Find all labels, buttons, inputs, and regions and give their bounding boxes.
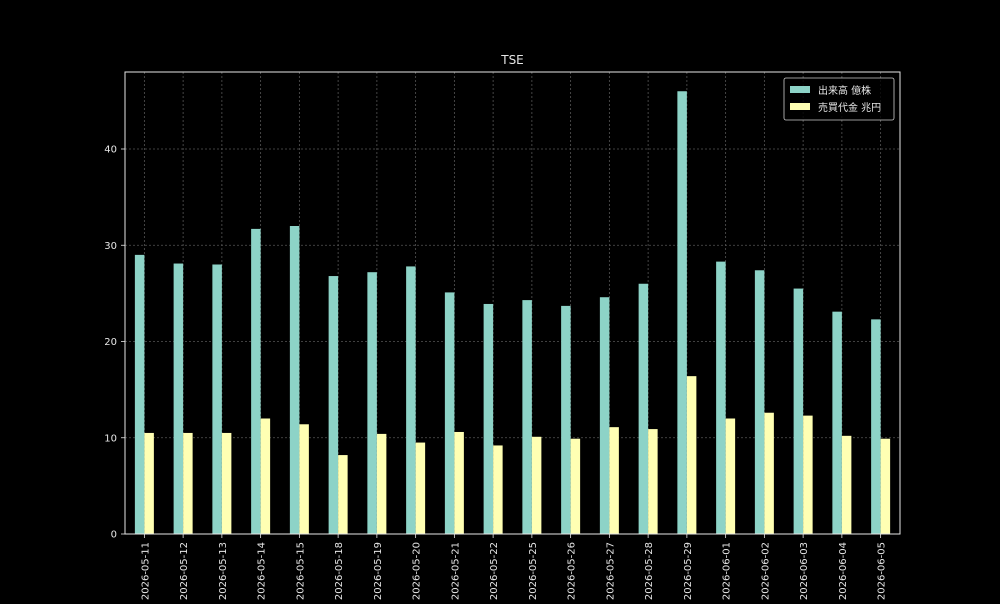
bar-series-1 (173, 263, 184, 534)
bar-series-2 (648, 429, 658, 534)
x-tick-label: 2026-05-11 (140, 542, 151, 600)
bar-series-1 (251, 228, 261, 534)
y-tick-label: 30 (104, 241, 117, 252)
x-tick-label: 2026-05-22 (489, 542, 500, 600)
bar-series-1 (716, 261, 726, 534)
bar-series-1 (754, 270, 765, 534)
bar-series-1 (483, 303, 494, 534)
x-tick-label: 2026-06-03 (799, 542, 810, 600)
bar-series-1 (367, 272, 377, 534)
x-tick-label: 2026-06-04 (838, 542, 849, 600)
bar-series-2 (338, 455, 348, 534)
bar-series-2 (725, 418, 736, 534)
y-tick-label: 10 (104, 433, 117, 444)
x-tick-label: 2026-05-18 (334, 542, 345, 600)
x-tick-label: 2026-05-25 (528, 542, 539, 600)
x-tick-label: 2026-05-29 (683, 542, 694, 600)
bar-series-1 (406, 266, 416, 534)
bar-series-2 (764, 412, 774, 534)
x-tick-label: 2026-06-02 (760, 542, 771, 600)
x-tick-label: 2026-05-21 (450, 542, 461, 600)
bar-series-1 (599, 297, 610, 534)
bar-series-2 (841, 435, 852, 534)
bar-series-1 (444, 292, 455, 534)
bar-series-2 (183, 432, 193, 534)
bar-series-2 (609, 427, 619, 534)
legend-swatch (790, 103, 810, 110)
bar-series-1 (871, 319, 881, 534)
x-tick-label: 2026-05-27 (605, 542, 616, 600)
bar-series-1 (328, 276, 339, 534)
bar-series-2 (454, 431, 464, 534)
axes: 0 10 20 30 40 2026-05-11 2026-05-12 2026-05-13 2… (104, 71, 901, 600)
legend-label: 売買代金 兆円 (818, 101, 881, 114)
bars (134, 91, 891, 534)
bar-series-2 (493, 445, 503, 534)
legend-label: 出来高 億株 (818, 84, 871, 97)
x-tick-label: 2026-06-05 (877, 542, 888, 600)
bar-series-2 (880, 438, 891, 534)
bar-series-2 (803, 415, 813, 534)
y-tick-label: 20 (104, 337, 117, 348)
x-tick-label: 2026-05-15 (295, 542, 306, 600)
legend-box (783, 77, 895, 121)
y-tick-label: 0 (111, 530, 117, 541)
bar-series-2 (299, 424, 309, 534)
x-tick-label: 2026-05-14 (257, 542, 268, 600)
x-tick-label: 2026-05-26 (567, 542, 578, 600)
x-tick-label: 2026-05-28 (644, 542, 655, 600)
y-tick-label: 40 (104, 145, 117, 156)
legend-swatch (790, 86, 810, 93)
bar-series-1 (793, 288, 804, 534)
bar-series-1 (677, 91, 687, 534)
bar-series-2 (144, 432, 154, 534)
bar-series-2 (531, 436, 542, 534)
bar-series-2 (260, 418, 271, 534)
bar-series-1 (289, 226, 300, 534)
chart-title: TSE (500, 53, 524, 67)
bar-series-1 (522, 300, 532, 534)
x-tick-label: 2026-05-19 (373, 542, 384, 600)
bar-series-2 (376, 433, 387, 534)
x-tick-label: 2026-06-01 (722, 542, 733, 600)
x-tick-label: 2026-05-13 (218, 542, 229, 600)
bar-series-2 (415, 442, 426, 534)
bar-series-2 (221, 432, 232, 534)
bar-series-1 (638, 283, 649, 534)
bar-series-1 (561, 305, 571, 534)
bar-series-1 (832, 311, 842, 534)
plot-frame (124, 71, 901, 535)
x-tick-label: 2026-05-20 (412, 542, 423, 600)
x-tick-label: 2026-05-12 (179, 542, 190, 600)
bar-series-2 (570, 438, 581, 534)
bar-series-1 (212, 264, 222, 534)
bar-series-1 (134, 254, 145, 534)
bar-series-2 (686, 376, 697, 534)
